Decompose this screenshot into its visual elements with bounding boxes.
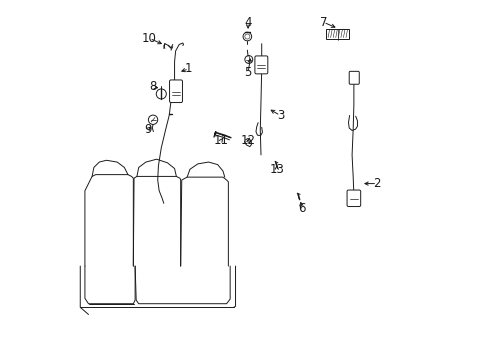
- Text: 9: 9: [143, 123, 151, 136]
- Text: 12: 12: [240, 134, 255, 147]
- Text: 13: 13: [269, 163, 284, 176]
- FancyBboxPatch shape: [348, 71, 359, 84]
- FancyBboxPatch shape: [169, 80, 182, 103]
- Text: 2: 2: [373, 177, 380, 190]
- FancyBboxPatch shape: [254, 56, 267, 74]
- Text: 8: 8: [149, 80, 157, 93]
- Text: 6: 6: [298, 202, 305, 215]
- FancyBboxPatch shape: [346, 190, 360, 207]
- Text: 3: 3: [276, 109, 284, 122]
- FancyBboxPatch shape: [325, 29, 348, 39]
- Text: 10: 10: [142, 32, 157, 45]
- Text: 1: 1: [185, 62, 192, 75]
- Text: 11: 11: [213, 134, 228, 147]
- Text: 7: 7: [319, 16, 326, 29]
- Text: 4: 4: [244, 16, 251, 29]
- Text: 5: 5: [244, 66, 251, 79]
